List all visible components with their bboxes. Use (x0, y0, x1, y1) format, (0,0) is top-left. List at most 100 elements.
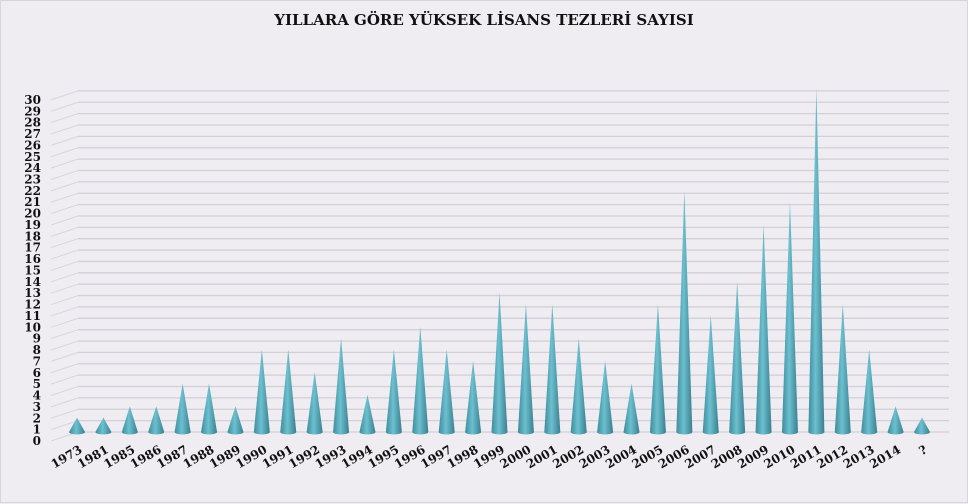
cone-bar (201, 383, 218, 435)
cone-2004 (623, 383, 640, 435)
cone-1993 (333, 338, 350, 435)
cone-1997 (438, 349, 455, 435)
x-tick-label: 2014 (867, 442, 903, 471)
y-tick-label: 14 (24, 275, 41, 289)
cone-1987 (174, 383, 191, 435)
y-tick-label: 10 (24, 320, 41, 334)
cone-bar (887, 406, 904, 435)
y-tick-label: 7 (33, 354, 41, 368)
cone-bar (174, 383, 191, 435)
cone-bar (544, 303, 561, 435)
y-tick-label: 1 (33, 423, 41, 437)
cone-bar (227, 406, 244, 435)
cone-bar (95, 417, 112, 435)
cone-1994 (359, 394, 376, 435)
cone-bar (623, 383, 640, 435)
y-tick-label: 26 (24, 138, 41, 152)
y-tick-label: 29 (24, 104, 41, 118)
gridline-side (50, 113, 79, 124)
cone-bar (491, 292, 508, 435)
cone-bar (385, 349, 402, 435)
gridline-side (50, 317, 79, 328)
cone-bar (121, 406, 138, 435)
cone-bar (676, 190, 693, 435)
y-tick-label: 12 (24, 298, 41, 312)
cone-bar (465, 360, 482, 435)
gridline-side (50, 158, 79, 169)
cone-1988 (201, 383, 218, 435)
cone-bar (781, 201, 798, 435)
cone-2012 (834, 303, 851, 435)
gridline-side (50, 101, 79, 112)
gridline-side (50, 397, 79, 408)
cone-2008 (729, 281, 746, 435)
y-tick-label: 5 (33, 377, 41, 391)
y-tick-label: 19 (24, 218, 41, 232)
gridline-side (50, 192, 79, 203)
gridline-side (50, 170, 79, 180)
gridline-side (50, 420, 79, 431)
cone-2009 (755, 224, 772, 435)
gridline-side (50, 181, 79, 192)
cone-1973 (69, 417, 85, 435)
gridline-side (50, 272, 79, 283)
y-tick-label: 3 (33, 400, 41, 414)
y-tick-label: 9 (33, 332, 41, 346)
cone-2014 (887, 406, 904, 435)
cone-bar (517, 303, 534, 435)
cone-bar (914, 417, 930, 435)
cone-2002 (570, 338, 587, 435)
cone-1985 (121, 406, 138, 435)
gridline-side (50, 283, 79, 294)
cone-2003 (597, 360, 614, 435)
cone-bar (412, 326, 429, 435)
cone-bar (808, 87, 825, 435)
cone-bar (834, 303, 851, 435)
y-tick-label: 28 (24, 116, 41, 130)
cone-bar (702, 315, 719, 435)
cone-bar (649, 303, 666, 435)
cone-bar (359, 394, 376, 435)
gridline-side (50, 295, 79, 306)
y-tick-label: 22 (24, 184, 41, 198)
y-tick-label: 2 (33, 411, 41, 425)
gridline-side (50, 374, 79, 385)
y-tick-label: 18 (24, 229, 41, 243)
cone-bar (148, 406, 165, 435)
cone-bar (438, 349, 455, 435)
cone-1991 (280, 349, 297, 435)
cone-? (914, 417, 930, 435)
gridline-side (50, 306, 79, 317)
cone-1998 (465, 360, 482, 435)
cone-bar (253, 349, 270, 435)
gridline-side (50, 351, 79, 362)
y-tick-label: 27 (24, 127, 41, 141)
cone-2006 (676, 190, 693, 435)
gridline-side (50, 124, 79, 135)
cone-1989 (227, 406, 244, 435)
gridline-side (50, 226, 79, 237)
cone-1992 (306, 372, 323, 435)
y-tick-label: 21 (24, 195, 41, 209)
gridline-side (50, 204, 79, 215)
y-tick-label: 8 (33, 343, 41, 357)
cone-bar (729, 281, 746, 435)
gridline-side (50, 147, 79, 158)
cone-1999 (491, 292, 508, 435)
cone-2000 (517, 303, 534, 435)
x-tick-label: ? (916, 442, 929, 458)
cone-bar (597, 360, 614, 435)
cone-2011 (808, 87, 825, 435)
y-tick-label: 15 (24, 263, 41, 277)
y-tick-label: 25 (24, 150, 41, 164)
gridline-side (50, 249, 79, 260)
cone-1996 (412, 326, 429, 435)
gridline-side (50, 363, 79, 374)
y-tick-label: 20 (24, 207, 41, 221)
gridline-side (50, 408, 79, 419)
gridline-side (50, 386, 79, 396)
gridline-side (50, 340, 79, 351)
y-tick-label: 4 (33, 389, 41, 403)
